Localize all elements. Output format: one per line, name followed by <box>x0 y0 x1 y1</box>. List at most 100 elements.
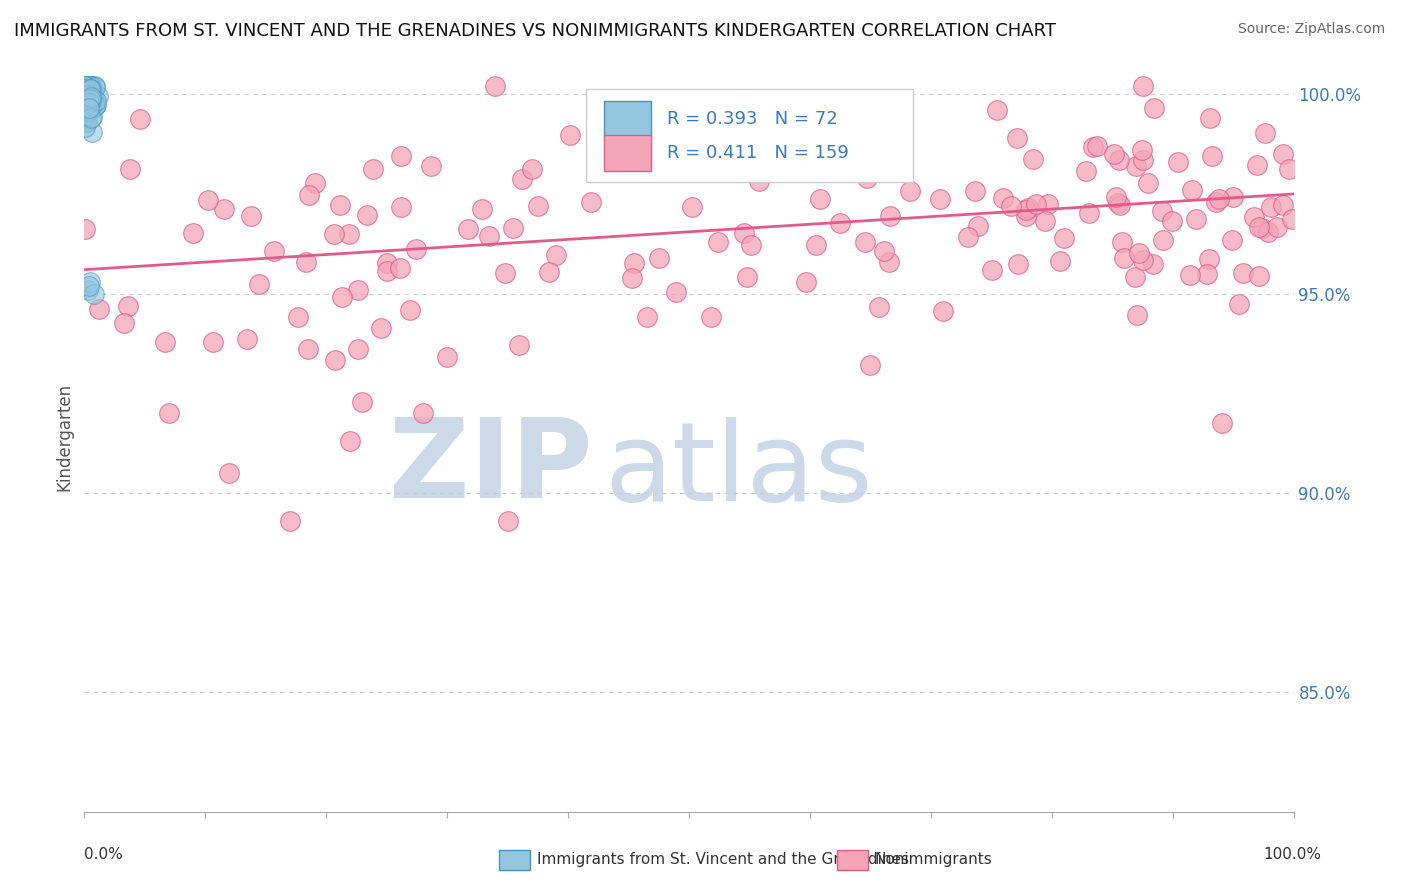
Point <box>339 434 361 448</box>
Point <box>1128 246 1150 260</box>
Point <box>73 95 96 109</box>
Point <box>112 316 135 330</box>
Point <box>1107 196 1129 211</box>
Point <box>287 310 309 324</box>
Point <box>823 127 845 141</box>
Point <box>1102 146 1125 161</box>
Point <box>80 79 103 94</box>
Point <box>75 94 97 108</box>
Point <box>436 350 458 364</box>
Y-axis label: Kindergarten: Kindergarten <box>55 383 73 491</box>
Point <box>932 304 955 318</box>
Point <box>212 202 235 216</box>
Point <box>197 193 219 207</box>
Point <box>83 94 105 108</box>
Text: Immigrants from St. Vincent and the Grenadines: Immigrants from St. Vincent and the Gren… <box>537 853 910 867</box>
Point <box>1025 197 1047 211</box>
Point <box>77 87 100 102</box>
Point <box>1049 253 1071 268</box>
Point <box>76 103 98 118</box>
Point <box>1220 233 1243 247</box>
Point <box>1132 79 1154 94</box>
Point <box>707 235 730 250</box>
Point <box>304 176 326 190</box>
Point <box>76 92 98 106</box>
Point <box>1247 268 1270 283</box>
FancyBboxPatch shape <box>605 101 651 136</box>
Point <box>76 79 98 94</box>
Point <box>1130 143 1153 157</box>
Point <box>1000 199 1022 213</box>
Point <box>389 149 412 163</box>
Point <box>79 79 101 94</box>
Point <box>80 110 103 124</box>
Point <box>263 244 285 259</box>
Point <box>76 95 98 110</box>
Point <box>76 88 98 103</box>
Point <box>77 83 100 97</box>
Point <box>1036 197 1059 211</box>
Point <box>648 251 671 265</box>
Point <box>157 406 180 420</box>
Point <box>1150 203 1173 218</box>
Point <box>80 84 103 98</box>
Point <box>84 94 107 108</box>
Point <box>1132 153 1154 167</box>
Point <box>73 82 96 96</box>
Point <box>370 321 392 335</box>
Point <box>700 310 723 324</box>
Point <box>484 79 506 94</box>
Point <box>75 90 97 104</box>
Point <box>350 394 373 409</box>
Point <box>297 342 319 356</box>
Point <box>986 103 1008 117</box>
FancyBboxPatch shape <box>586 88 912 182</box>
Point <box>79 99 101 113</box>
Point <box>76 88 98 103</box>
Point <box>956 230 979 244</box>
Point <box>76 103 98 117</box>
Point <box>1125 269 1147 284</box>
Point <box>73 120 96 134</box>
Point <box>80 103 103 117</box>
Point <box>202 335 225 350</box>
Point <box>778 116 800 130</box>
Point <box>79 79 101 94</box>
Point <box>928 192 950 206</box>
Point <box>79 104 101 119</box>
Point <box>120 162 142 177</box>
Point <box>1211 417 1233 431</box>
Point <box>873 112 896 127</box>
Point <box>77 94 100 108</box>
Point <box>1076 164 1098 178</box>
Point <box>73 79 96 94</box>
Point <box>76 114 98 128</box>
Point <box>560 128 582 143</box>
FancyBboxPatch shape <box>605 135 651 171</box>
Point <box>1254 126 1277 140</box>
Point <box>75 104 97 119</box>
Point <box>879 209 901 223</box>
Point <box>1181 183 1204 197</box>
Point <box>323 227 346 241</box>
Point <box>75 87 97 101</box>
Text: IMMIGRANTS FROM ST. VINCENT AND THE GRENADINES VS NONIMMIGRANTS KINDERGARTEN COR: IMMIGRANTS FROM ST. VINCENT AND THE GREN… <box>14 22 1056 40</box>
Point <box>1077 206 1099 220</box>
Point <box>1208 192 1230 206</box>
Point <box>399 303 422 318</box>
Point <box>1125 159 1147 173</box>
Point <box>75 222 97 236</box>
Point <box>1143 101 1166 115</box>
Point <box>218 466 240 480</box>
Point <box>77 92 100 106</box>
Point <box>695 138 717 153</box>
Point <box>502 220 524 235</box>
Point <box>981 263 1004 277</box>
Point <box>76 88 98 103</box>
Point <box>1247 219 1270 234</box>
Point <box>294 254 316 268</box>
Point <box>808 192 831 206</box>
Point <box>347 283 370 297</box>
Point <box>77 278 100 293</box>
Point <box>79 89 101 103</box>
